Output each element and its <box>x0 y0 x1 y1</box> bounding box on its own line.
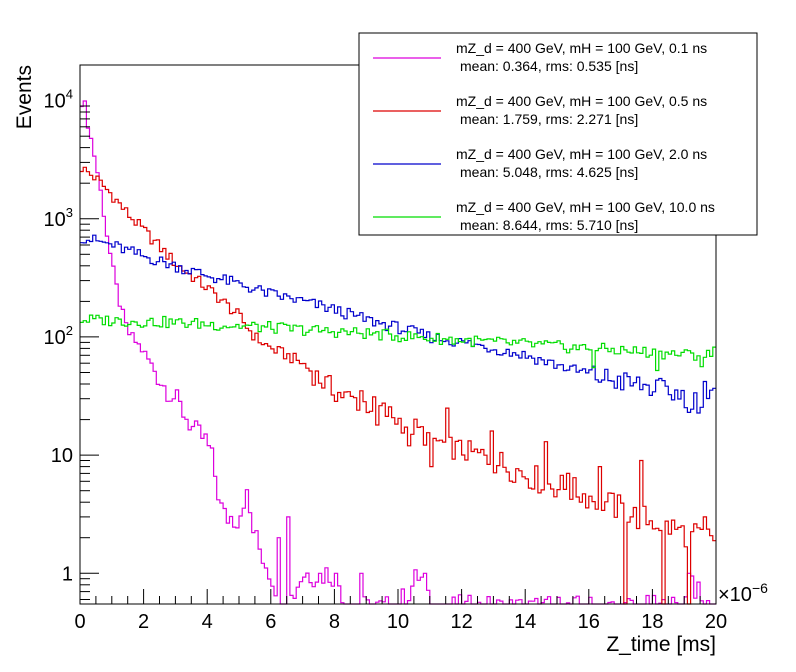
legend-label-3: mZ_d = 400 GeV, mH = 100 GeV, 2.0 ns <box>456 146 707 162</box>
x-tick-label: 16 <box>578 611 600 633</box>
y-tick-label: 102 <box>44 323 73 349</box>
x-axis-multiplier: ×10−6 <box>718 580 768 606</box>
y-tick-label: 103 <box>44 205 73 231</box>
y-axis-title: Events <box>13 65 36 129</box>
x-tick-label: 18 <box>641 611 663 633</box>
legend-stats-2: mean: 1.759, rms: 2.271 [ns] <box>460 111 638 127</box>
legend-label-2: mZ_d = 400 GeV, mH = 100 GeV, 0.5 ns <box>456 93 707 109</box>
x-tick-label: 6 <box>265 611 276 633</box>
legend-stats-4: mean: 8.644, rms: 5.710 [ns] <box>460 217 638 233</box>
legend-stats-1: mean: 0.364, rms: 0.535 [ns] <box>460 58 638 74</box>
x-tick-label: 8 <box>329 611 340 633</box>
y-tick-label: 1 <box>62 563 73 585</box>
x-axis-multiplier-exponent: −6 <box>752 580 768 596</box>
x-tick-label: 14 <box>514 611 536 633</box>
x-axis-title: Z_time [ms] <box>606 633 716 656</box>
histogram-series-4 <box>80 314 716 372</box>
legend-label-4: mZ_d = 400 GeV, mH = 100 GeV, 10.0 ns <box>456 199 715 215</box>
x-axis-multiplier-base: ×10 <box>718 584 752 606</box>
x-tick-label: 10 <box>387 611 409 633</box>
legend: mZ_d = 400 GeV, mH = 100 GeV, 0.1 ns mean… <box>358 32 758 236</box>
x-tick-label: 0 <box>74 611 85 633</box>
x-tick-label: 4 <box>202 611 213 633</box>
histogram-series-3 <box>80 234 716 414</box>
legend-box <box>358 32 758 236</box>
histogram-series-2 <box>80 166 716 605</box>
y-tick-label: 10 <box>51 445 73 467</box>
legend-label-1: mZ_d = 400 GeV, mH = 100 GeV, 0.1 ns <box>456 40 707 56</box>
legend-stats-3: mean: 5.048, rms: 4.625 [ns] <box>460 164 638 180</box>
axes-layer: 0 2 4 6 8 10 12 14 16 18 20 1 10 102 103 104 <box>44 87 728 633</box>
x-tick-label: 12 <box>450 611 472 633</box>
x-tick-label: 20 <box>705 611 727 633</box>
x-tick-label: 2 <box>138 611 149 633</box>
y-tick-label: 104 <box>44 87 73 113</box>
